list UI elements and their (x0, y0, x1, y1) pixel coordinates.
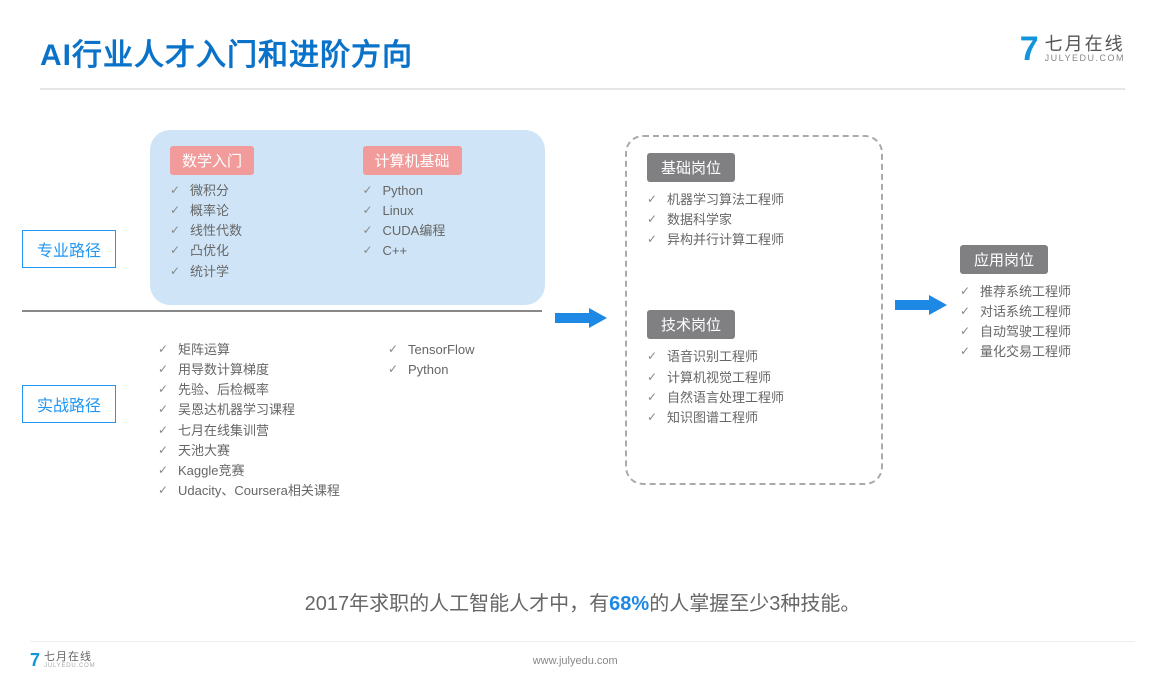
jobs-box: 基础岗位 机器学习算法工程师 数据科学家 异构并行计算工程师 技术岗位 语音识别… (625, 135, 883, 485)
footnote-pre: 2017年求职的人工智能人才中，有 (305, 593, 610, 615)
list-item: Python (388, 360, 538, 380)
list-item: 统计学 (170, 262, 333, 282)
list-item: 异构并行计算工程师 (647, 230, 861, 250)
footer-logo: 7 七月在线 JULYEDU.COM (30, 650, 95, 671)
practice-path-label: 实战路径 (22, 385, 116, 423)
logo-seven-icon: 7 (1020, 30, 1039, 69)
basic-jobs-list: 机器学习算法工程师 数据科学家 异构并行计算工程师 (647, 190, 861, 250)
list-item: 对话系统工程师 (960, 302, 1135, 322)
arrow-icon (555, 308, 610, 328)
footer-url: www.julyedu.com (533, 655, 618, 667)
header: AI行业人才入门和进阶方向 7 七月在线 JULYEDU.COM (0, 0, 1165, 74)
footer-logo-cn: 七月在线 (44, 652, 95, 663)
list-item: 凸优化 (170, 241, 333, 261)
list-item: 先验、后检概率 (158, 380, 348, 400)
list-item: CUDA编程 (363, 221, 526, 241)
practice-columns: 矩阵运算 用导数计算梯度 先验、后检概率 吴恩达机器学习课程 七月在线集训营 天… (158, 340, 538, 501)
cs-badge: 计算机基础 (363, 146, 462, 175)
footnote: 2017年求职的人工智能人才中，有68%的人掌握至少3种技能。 (0, 587, 1165, 616)
list-item: Python (363, 181, 526, 201)
list-item: 语音识别工程师 (647, 347, 861, 367)
app-jobs-box: 应用岗位 推荐系统工程师 对话系统工程师 自动驾驶工程师 量化交易工程师 (960, 245, 1135, 363)
footer-seven-icon: 7 (30, 650, 40, 671)
list-item: 机器学习算法工程师 (647, 190, 861, 210)
list-item: 七月在线集训营 (158, 421, 348, 441)
arrow-icon (895, 295, 950, 315)
pro-path-label: 专业路径 (22, 230, 116, 268)
list-item: 数据科学家 (647, 210, 861, 230)
footnote-post: 的人掌握至少3种技能。 (649, 593, 860, 615)
list-item: 用导数计算梯度 (158, 360, 348, 380)
list-item: 线性代数 (170, 221, 333, 241)
list-item: 自动驾驶工程师 (960, 322, 1135, 342)
cs-list: Python Linux CUDA编程 C++ (363, 181, 526, 262)
app-jobs-list: 推荐系统工程师 对话系统工程师 自动驾驶工程师 量化交易工程师 (960, 282, 1135, 363)
list-item: 微积分 (170, 181, 333, 201)
list-item: 天池大赛 (158, 441, 348, 461)
content: 专业路径 实战路径 数学入门 微积分 概率论 线性代数 凸优化 统计学 计算机基… (0, 130, 1165, 621)
tech-jobs-badge: 技术岗位 (647, 310, 735, 339)
tech-jobs-list: 语音识别工程师 计算机视觉工程师 自然语言处理工程师 知识图谱工程师 (647, 347, 861, 428)
basic-jobs-badge: 基础岗位 (647, 153, 735, 182)
list-item: 推荐系统工程师 (960, 282, 1135, 302)
logo-cn: 七月在线 (1045, 35, 1125, 55)
list-item: Linux (363, 201, 526, 221)
foundation-box: 数学入门 微积分 概率论 线性代数 凸优化 统计学 计算机基础 Python L… (150, 130, 545, 305)
list-item: TensorFlow (388, 340, 538, 360)
logo-en: JULYEDU.COM (1045, 54, 1125, 64)
app-jobs-badge: 应用岗位 (960, 245, 1048, 274)
title-underline (40, 88, 1125, 90)
list-item: 概率论 (170, 201, 333, 221)
divider-line (22, 310, 542, 312)
footnote-highlight: 68% (609, 593, 649, 615)
page-title: AI行业人才入门和进阶方向 (40, 30, 413, 74)
footer-logo-en: JULYEDU.COM (44, 663, 95, 669)
list-item: 量化交易工程师 (960, 342, 1135, 362)
math-badge: 数学入门 (170, 146, 254, 175)
list-item: 知识图谱工程师 (647, 408, 861, 428)
footer: 7 七月在线 JULYEDU.COM www.julyedu.com (30, 641, 1135, 671)
list-item: Kaggle竞赛 (158, 461, 348, 481)
list-item: C++ (363, 241, 526, 261)
list-item: 自然语言处理工程师 (647, 388, 861, 408)
list-item: 矩阵运算 (158, 340, 348, 360)
logo: 7 七月在线 JULYEDU.COM (1020, 30, 1125, 69)
math-list: 微积分 概率论 线性代数 凸优化 统计学 (170, 181, 333, 282)
practice-list-right: TensorFlow Python (388, 340, 538, 380)
practice-list-left: 矩阵运算 用导数计算梯度 先验、后检概率 吴恩达机器学习课程 七月在线集训营 天… (158, 340, 348, 501)
list-item: Udacity、Coursera相关课程 (158, 481, 348, 501)
list-item: 计算机视觉工程师 (647, 368, 861, 388)
list-item: 吴恩达机器学习课程 (158, 400, 348, 420)
